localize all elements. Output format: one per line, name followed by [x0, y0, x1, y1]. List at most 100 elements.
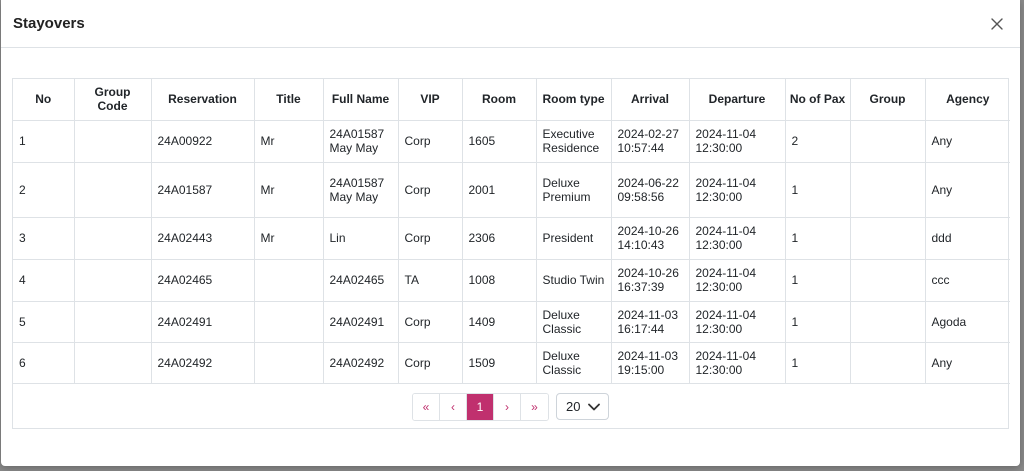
cell-reservation: 24A02492	[151, 342, 255, 384]
cell-no: 3	[13, 217, 75, 260]
column-header-no-of-pax[interactable]: No of Pax	[785, 79, 851, 121]
cell-title	[254, 259, 324, 302]
cell-vip: TA	[398, 259, 463, 302]
cell-departure: 2024-11-04 12:30:00	[689, 301, 786, 343]
cell-no-of-pax: 1	[785, 301, 851, 343]
page-size-value: 20	[566, 399, 581, 414]
cell-no: 6	[13, 342, 75, 384]
cell-departure: 2024-11-04 12:30:00	[689, 342, 786, 384]
cell-arrival: 2024-02-27 10:57:44	[611, 120, 690, 163]
cell-reservation: 24A00922	[151, 120, 255, 163]
cell-agency: Any	[925, 162, 1010, 218]
cell-arrival: 2024-06-22 09:58:56	[611, 162, 690, 218]
first-page-button[interactable]: «	[413, 393, 440, 420]
cell-no-of-pax: 1	[785, 259, 851, 302]
previous-page-button[interactable]: ‹	[440, 393, 467, 420]
cell-title: Mr	[254, 162, 324, 218]
column-header-departure[interactable]: Departure	[689, 79, 786, 121]
cell-room-type: Studio Twin	[536, 259, 612, 302]
cell-no: 4	[13, 259, 75, 302]
cell-full-name: 24A02492	[323, 342, 399, 384]
cell-no-of-pax: 1	[785, 342, 851, 384]
cell-title: Mr	[254, 217, 324, 260]
cell-room-type: Executive Residence	[536, 120, 612, 163]
cell-arrival: 2024-10-26 14:10:43	[611, 217, 690, 260]
cell-room-type: President	[536, 217, 612, 260]
cell-group-code	[74, 120, 152, 163]
page-size-select[interactable]: 20	[556, 393, 609, 420]
current-page-number: 1	[476, 399, 484, 414]
cell-agency: Any	[925, 342, 1010, 384]
cell-arrival: 2024-10-26 16:37:39	[611, 259, 690, 302]
cell-agency: ccc	[925, 259, 1010, 302]
column-header-agency[interactable]: Agency	[925, 79, 1010, 121]
cell-no: 5	[13, 301, 75, 343]
table-row[interactable]: 3 24A02443 Mr Lin Corp 2306 President 20…	[13, 217, 1010, 260]
table-row[interactable]: 4 24A02465 24A02465 TA 1008 Studio Twin …	[13, 259, 1010, 302]
cell-group	[850, 120, 926, 163]
cell-departure: 2024-11-04 12:30:00	[689, 162, 786, 218]
last-page-button[interactable]: »	[521, 393, 548, 420]
column-header-arrival[interactable]: Arrival	[611, 79, 690, 121]
column-header-group-code[interactable]: Group Code	[74, 79, 152, 121]
cell-arrival: 2024-11-03 16:17:44	[611, 301, 690, 343]
cell-departure: 2024-11-04 12:30:00	[689, 217, 786, 260]
cell-group	[850, 342, 926, 384]
cell-vip: Corp	[398, 342, 463, 384]
cell-room-type: Deluxe Classic	[536, 342, 612, 384]
column-header-title[interactable]: Title	[254, 79, 324, 121]
cell-arrival: 2024-11-03 19:15:00	[611, 342, 690, 384]
cell-vip: Corp	[398, 162, 463, 218]
cell-no-of-pax: 1	[785, 162, 851, 218]
cell-title	[254, 301, 324, 343]
cell-room: 2001	[462, 162, 537, 218]
table-header-row: No Group Code Reservation Title Full Nam…	[13, 79, 1010, 121]
cell-group-code	[74, 301, 152, 343]
cell-group	[850, 217, 926, 260]
cell-title: Mr	[254, 120, 324, 163]
column-header-vip[interactable]: VIP	[398, 79, 463, 121]
table-row[interactable]: 1 24A00922 Mr 24A01587 May May Corp 1605…	[13, 120, 1010, 163]
cell-full-name: Lin	[323, 217, 399, 260]
cell-agency: Any	[925, 120, 1010, 163]
cell-title	[254, 342, 324, 384]
cell-group-code	[74, 217, 152, 260]
double-chevron-right-icon: »	[531, 399, 538, 414]
column-header-room[interactable]: Room	[462, 79, 537, 121]
page-button-current[interactable]: 1	[467, 393, 494, 420]
cell-reservation: 24A02465	[151, 259, 255, 302]
cell-agency: Agoda	[925, 301, 1010, 343]
cell-group	[850, 301, 926, 343]
cell-departure: 2024-11-04 12:30:00	[689, 120, 786, 163]
modal-header: Stayovers	[1, 0, 1020, 48]
chevron-down-icon	[588, 403, 600, 410]
cell-reservation: 24A02491	[151, 301, 255, 343]
cell-vip: Corp	[398, 301, 463, 343]
chevron-right-icon: ›	[505, 399, 509, 414]
cell-group-code	[74, 162, 152, 218]
cell-full-name: 24A01587 May May	[323, 162, 399, 218]
cell-no: 2	[13, 162, 75, 218]
pagination: « ‹ 1 › » 20	[13, 392, 1008, 421]
cell-reservation: 24A02443	[151, 217, 255, 260]
cell-vip: Corp	[398, 217, 463, 260]
double-chevron-left-icon: «	[422, 399, 430, 414]
stayovers-table-card: No Group Code Reservation Title Full Nam…	[12, 78, 1010, 429]
table-row[interactable]: 2 24A01587 Mr 24A01587 May May Corp 2001…	[13, 162, 1010, 218]
table-row[interactable]: 5 24A02491 24A02491 Corp 1409 Deluxe Cla…	[13, 301, 1010, 343]
next-page-button[interactable]: ›	[494, 393, 521, 420]
table-row[interactable]: 6 24A02492 24A02492 Corp 1509 Deluxe Cla…	[13, 342, 1010, 384]
column-header-group[interactable]: Group	[850, 79, 926, 121]
cell-group	[850, 162, 926, 218]
cell-room: 1409	[462, 301, 537, 343]
close-button[interactable]	[987, 14, 1007, 34]
column-header-no[interactable]: No	[13, 79, 75, 121]
cell-no-of-pax: 2	[785, 120, 851, 163]
cell-no: 1	[13, 120, 75, 163]
cell-no-of-pax: 1	[785, 217, 851, 260]
column-header-room-type[interactable]: Room type	[536, 79, 612, 121]
column-header-full-name[interactable]: Full Name	[323, 79, 399, 121]
cell-full-name: 24A02491	[323, 301, 399, 343]
column-header-reservation[interactable]: Reservation	[151, 79, 255, 121]
